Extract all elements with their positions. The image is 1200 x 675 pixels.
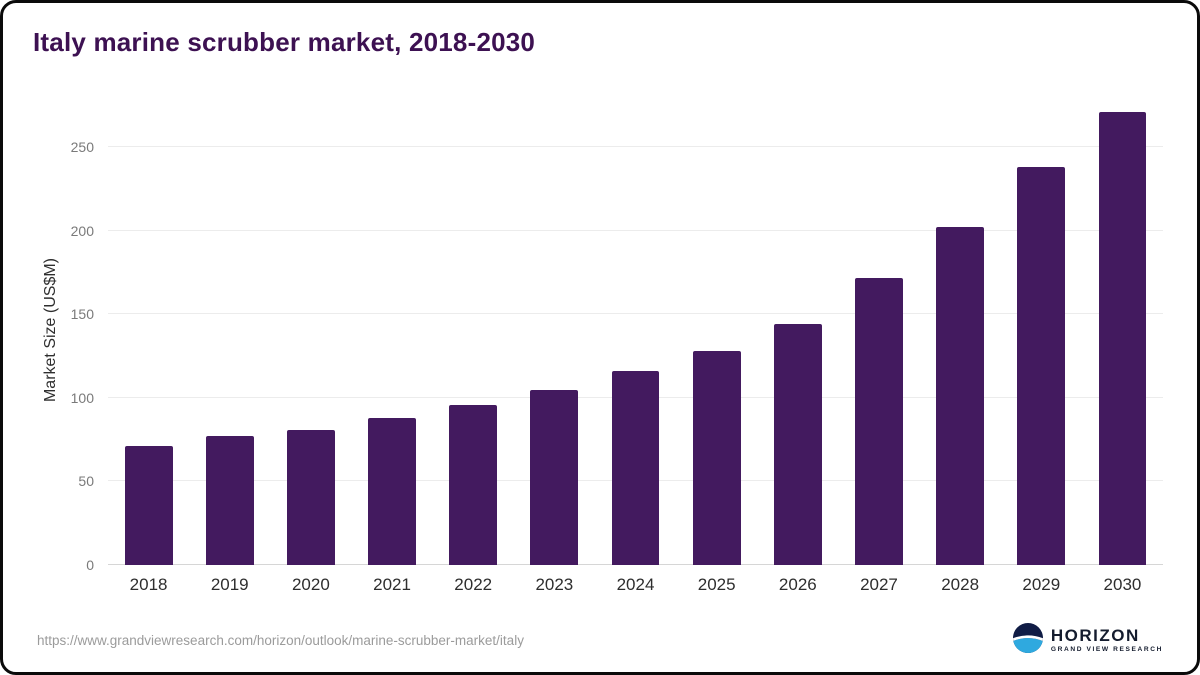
bar-2020 <box>286 429 335 565</box>
bar-column <box>1082 97 1163 565</box>
bar-column <box>270 97 351 565</box>
bar-column <box>1001 97 1082 565</box>
horizon-logo: HORIZON GRAND VIEW RESEARCH <box>1012 622 1163 658</box>
source-url: https://www.grandviewresearch.com/horizo… <box>37 632 524 648</box>
x-tick-label: 2024 <box>616 575 655 594</box>
gridline <box>108 229 1163 231</box>
horizon-logo-name: HORIZON <box>1050 625 1140 645</box>
bar-2029 <box>1017 167 1066 565</box>
bar-column <box>676 97 757 565</box>
horizon-logo-subtitle: GRAND VIEW RESEARCH <box>1050 645 1163 653</box>
x-tick-label: 2022 <box>454 575 493 594</box>
y-tick-label: 200 <box>70 222 94 239</box>
bars <box>108 97 1163 565</box>
y-tick-label: 250 <box>70 139 94 156</box>
bar-2030 <box>1098 112 1147 565</box>
gridline <box>108 313 1163 315</box>
x-tick-label: 2019 <box>210 575 249 594</box>
bar-column <box>838 97 919 565</box>
y-tick-label: 50 <box>78 473 94 490</box>
bar-column <box>189 97 270 565</box>
y-axis-title: Market Size (US$M) <box>42 257 59 403</box>
y-tick-label: 100 <box>70 389 94 406</box>
x-axis-labels: 2018 2019 2020 2021 2022 2023 2024 2025 2026 2027… <box>108 565 1163 595</box>
footer: https://www.grandviewresearch.com/horizo… <box>3 614 1197 672</box>
bar-column <box>920 97 1001 565</box>
bar-2024 <box>611 371 660 565</box>
bar-2025 <box>692 351 741 565</box>
bar-column <box>757 97 838 565</box>
bar-2027 <box>855 277 903 565</box>
bar-2019 <box>205 436 254 565</box>
chart-title: Italy marine scrubber market, 2018-2030 <box>33 27 536 57</box>
x-tick-label: 2029 <box>1022 575 1061 594</box>
x-tick-label: 2027 <box>860 575 898 594</box>
bar-column <box>108 97 189 565</box>
horizon-logo-icon <box>1012 622 1043 658</box>
gridline <box>108 146 1163 148</box>
bar-column <box>514 97 595 565</box>
bar-2023 <box>530 389 579 565</box>
x-tick-label: 2030 <box>1103 575 1142 594</box>
x-tick-label: 2025 <box>697 575 736 594</box>
bar-2028 <box>936 227 985 565</box>
bar-column <box>351 97 432 565</box>
x-tick-label: 2028 <box>941 575 980 594</box>
x-tick-label: 2023 <box>535 575 574 594</box>
x-tick-label: 2026 <box>778 575 817 594</box>
x-tick-label: 2020 <box>291 575 330 594</box>
horizon-logo-text: HORIZON GRAND VIEW RESEARCH <box>1051 627 1163 654</box>
bar-2018 <box>124 446 173 565</box>
y-tick-label: 150 <box>70 306 94 323</box>
bar-column <box>595 97 676 565</box>
x-tick-label: 2018 <box>129 575 168 594</box>
bar-2026 <box>773 324 822 565</box>
bar-2021 <box>368 417 416 565</box>
x-tick-label: 2021 <box>373 575 411 594</box>
y-tick-label: 0 <box>86 557 94 573</box>
bar-column <box>433 97 514 565</box>
bar-2022 <box>449 404 498 565</box>
plot-area: 0 50 100 150 200 250 2018 2019 2020 2021 2022 2023… <box>71 97 1163 594</box>
